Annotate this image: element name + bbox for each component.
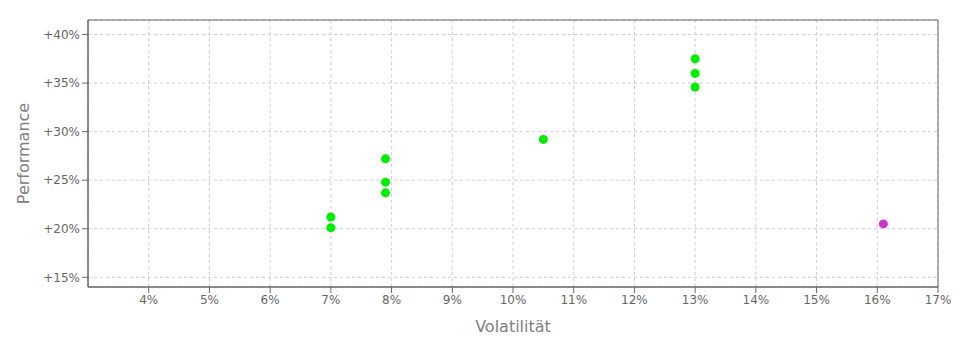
svg-text:11%: 11% bbox=[560, 293, 587, 307]
svg-text:+30%: +30% bbox=[43, 125, 80, 139]
svg-text:15%: 15% bbox=[803, 293, 830, 307]
svg-text:Performance: Performance bbox=[14, 103, 33, 204]
svg-text:8%: 8% bbox=[382, 293, 401, 307]
svg-text:4%: 4% bbox=[139, 293, 158, 307]
svg-text:9%: 9% bbox=[443, 293, 462, 307]
svg-text:17%: 17% bbox=[925, 293, 952, 307]
svg-text:7%: 7% bbox=[321, 293, 340, 307]
svg-text:+15%: +15% bbox=[43, 271, 80, 285]
svg-text:+20%: +20% bbox=[43, 222, 80, 236]
svg-text:12%: 12% bbox=[621, 293, 648, 307]
svg-text:10%: 10% bbox=[500, 293, 527, 307]
svg-text:+40%: +40% bbox=[43, 28, 80, 42]
svg-text:14%: 14% bbox=[743, 293, 770, 307]
svg-text:+25%: +25% bbox=[43, 173, 80, 187]
svg-text:5%: 5% bbox=[200, 293, 219, 307]
svg-text:+35%: +35% bbox=[43, 76, 80, 90]
svg-text:Volatilität: Volatilität bbox=[475, 317, 551, 336]
svg-text:6%: 6% bbox=[261, 293, 280, 307]
svg-text:16%: 16% bbox=[864, 293, 891, 307]
svg-text:13%: 13% bbox=[682, 293, 709, 307]
